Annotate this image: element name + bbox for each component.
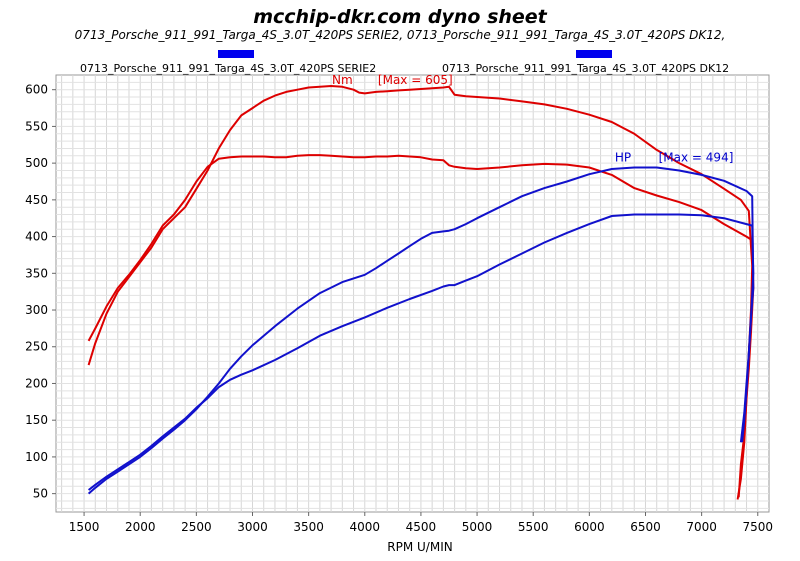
series-line-1 [87,154,755,498]
plot-area [55,74,770,513]
x-tick-label: 3000 [237,520,268,534]
x-tick-label: 2500 [181,520,212,534]
x-tick-label: 4500 [406,520,437,534]
x-tick-label: 3500 [293,520,324,534]
x-tick-label: 1500 [69,520,100,534]
series-line-2 [87,166,755,495]
chart-subtitle: 0713_Porsche_911_991_Targa_4S_3.0T_420PS… [74,28,726,42]
legend-swatch-dk12 [576,50,612,58]
curve-annotation: [Max = 494] [659,151,734,165]
x-axis-label: RPM U/MIN [387,540,452,554]
y-tick-label: 300 [25,303,48,317]
x-tick-labels: 1500 2000 2500 3000 3500 4000 4500 5000 5500 6000… [69,512,773,534]
legend-swatch-serie2 [218,50,254,58]
y-tick-label: 450 [25,193,48,207]
x-tick-label: 6500 [630,520,661,534]
y-tick-label: 250 [25,340,48,354]
y-tick-label: 150 [25,413,48,427]
x-tick-label: 6000 [574,520,605,534]
chart-title: mcchip-dkr.com dyno sheet [253,6,547,28]
series-line-0 [87,85,754,500]
x-tick-label: 5000 [462,520,493,534]
y-tick-labels: 50 100 150 200 250 300 350 400 450 500 550 600 [25,83,56,501]
y-tick-label: 350 [25,266,48,280]
legend-label-dk12: 0713_Porsche_911_991_Targa_4S_3.0T_420PS… [442,62,730,75]
y-tick-label: 400 [25,230,48,244]
x-tick-label: 2000 [125,520,156,534]
series-line-3 [87,213,755,491]
curve-annotation: Nm [332,73,353,87]
x-tick-label: 7000 [686,520,717,534]
y-tick-label: 500 [25,156,48,170]
y-tick-label: 100 [25,450,48,464]
y-tick-label: 600 [25,83,48,97]
series-lines [87,85,755,500]
x-tick-label: 5500 [518,520,549,534]
legend-label-serie2: 0713_Porsche_911_991_Targa_4S_3.0T_420PS… [80,62,377,75]
x-tick-label: 4000 [350,520,381,534]
curve-annotations: Nm [Max = 605] HP [Max = 494] [332,73,733,165]
curve-annotation: HP [615,151,631,165]
x-tick-label: 7500 [742,520,773,534]
y-tick-label: 550 [25,119,48,133]
y-tick-label: 200 [25,376,48,390]
y-tick-label: 50 [33,487,48,501]
curve-annotation: [Max = 605] [378,73,453,87]
